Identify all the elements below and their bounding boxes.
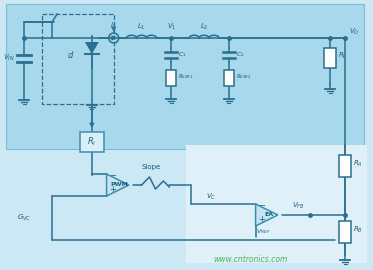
Text: $R_L$: $R_L$ [338,51,348,61]
Text: $R_B$: $R_B$ [353,225,363,235]
Bar [339,155,351,177]
Bar [339,221,351,243]
Text: −: − [258,201,266,210]
Text: $R_A$: $R_A$ [353,159,363,169]
Text: Slope: Slope [142,164,161,170]
Text: $R_{ESR2}$: $R_{ESR2}$ [236,72,251,81]
Text: $L_1$: $L_1$ [137,22,146,32]
Text: www.cntronics.com: www.cntronics.com [214,255,288,265]
Bar [6,4,364,149]
Text: d: d [67,50,73,59]
Text: PWM: PWM [111,183,129,187]
Text: $R_{ESR1}$: $R_{ESR1}$ [178,72,194,81]
Polygon shape [256,204,278,226]
Text: EA: EA [264,212,273,218]
Text: +: + [258,215,266,224]
Text: $C_2$: $C_2$ [236,50,245,59]
Text: $V_C$: $V_C$ [206,192,216,202]
Text: $V_{REF}$: $V_{REF}$ [256,227,271,236]
Bar [224,70,234,86]
Text: $V_O$: $V_O$ [349,27,360,37]
Bar [186,145,367,263]
Text: $V_{IN}$: $V_{IN}$ [3,53,15,63]
Text: $R_i$: $R_i$ [87,136,97,148]
Text: $V_{FB}$: $V_{FB}$ [292,201,305,211]
Text: $L_2$: $L_2$ [200,22,209,32]
Bar [80,132,104,152]
Text: $G_{VC}$: $G_{VC}$ [18,213,31,223]
Polygon shape [85,42,99,54]
Bar [324,48,336,68]
Text: +: + [110,185,116,194]
Text: $V_1$: $V_1$ [167,22,176,32]
Text: $I_L$: $I_L$ [110,21,117,31]
Bar [166,70,176,86]
Bar [42,14,114,104]
Polygon shape [107,174,129,196]
Text: $C_1$: $C_1$ [178,50,187,59]
Text: −: − [110,171,116,180]
